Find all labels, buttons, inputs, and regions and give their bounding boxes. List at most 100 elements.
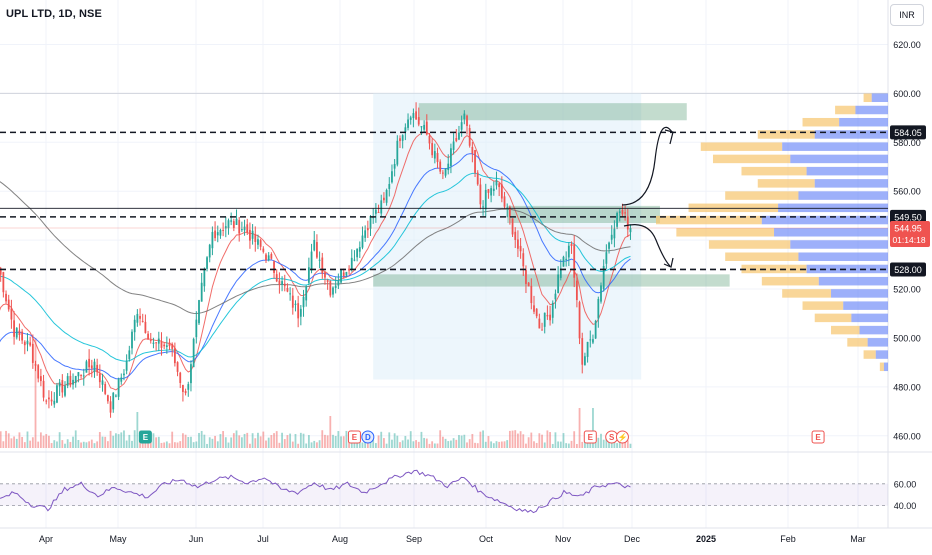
volume-bar [353, 441, 356, 448]
candle-body [198, 300, 200, 324]
candle-body [123, 373, 125, 376]
candle-body [289, 293, 292, 295]
volume-bar [192, 442, 195, 448]
candle-body [452, 141, 455, 150]
price-tick-label-7: 600.00 [893, 89, 921, 99]
candle-body [200, 282, 203, 302]
candle-body [176, 362, 179, 372]
candle-body [441, 172, 444, 174]
volume-bar [551, 443, 554, 448]
volume-bar [624, 437, 627, 448]
candle-body [251, 230, 254, 239]
level-label-1: 549.50 [894, 212, 922, 222]
time-tick-label-4: Aug [332, 534, 348, 544]
candle-body [388, 184, 391, 189]
volume-bar [420, 431, 423, 448]
volume-profile-up-21 [863, 350, 876, 359]
volume-bar [530, 432, 533, 448]
candle-body [423, 124, 426, 130]
candle-body [195, 319, 198, 338]
volume-profile-down-21 [875, 350, 888, 359]
price-tick-label-5: 560.00 [893, 187, 921, 197]
volume-bar [133, 430, 136, 448]
volume-bar [278, 442, 281, 448]
price-tick-label-8: 620.00 [893, 40, 921, 50]
volume-bar [447, 441, 450, 448]
price-tick-label-3: 520.00 [893, 285, 921, 295]
volume-bar [299, 432, 302, 448]
volume-bar [463, 434, 466, 448]
volume-bar [316, 442, 318, 448]
candle-body [487, 189, 490, 193]
volume-bar [345, 430, 348, 448]
volume-bar [163, 442, 166, 448]
volume-profile-down-1 [855, 105, 888, 115]
candle-body [450, 148, 452, 167]
candle-body [165, 345, 168, 348]
volume-bar [179, 441, 182, 448]
volume-bar [369, 442, 372, 448]
volume-bar [302, 433, 305, 448]
volume-bar [5, 430, 7, 448]
candle-body [463, 113, 466, 120]
candle-body [93, 361, 96, 372]
candle-body [45, 400, 48, 402]
candle-body [417, 117, 420, 125]
candle-body [581, 338, 584, 365]
candle-body [366, 228, 369, 231]
candle-body [128, 350, 131, 360]
candle-body [377, 212, 380, 214]
candle-body [112, 392, 115, 410]
candle-body [508, 206, 511, 218]
volume-profile-up-1 [835, 105, 856, 115]
volume-bar [82, 441, 85, 448]
volume-bar [412, 441, 415, 448]
volume-bar [498, 441, 501, 448]
volume-bar [337, 431, 340, 448]
candle-body [133, 319, 136, 333]
volume-bar [559, 441, 562, 448]
candle-body [305, 286, 308, 301]
event-badge-2 [361, 430, 375, 444]
volume-bar [0, 431, 2, 448]
candle-body [535, 308, 538, 317]
candle-body [559, 268, 562, 278]
candle-body [586, 341, 589, 357]
volume-profile-down-9 [778, 203, 888, 213]
candle-body [393, 163, 396, 169]
range-box [373, 93, 642, 380]
rsi-tick-label-0: 40.00 [894, 501, 917, 511]
currency-button[interactable]: INR [890, 4, 924, 26]
volume-bar [431, 441, 434, 448]
volume-bar [490, 441, 493, 448]
price-tick-label-2: 500.00 [893, 333, 921, 343]
candle-body [302, 296, 305, 308]
volume-profile-up-8 [725, 191, 799, 200]
volume-bar [152, 433, 155, 448]
ema-200-line [0, 181, 631, 315]
candle-body [147, 333, 149, 340]
last-price-badge [890, 221, 930, 248]
event-badge-label-1: E [352, 433, 358, 442]
candle-body [490, 188, 493, 196]
time-tick-label-9: 2025 [696, 534, 716, 544]
volume-bar [479, 431, 482, 448]
candle-body [224, 226, 227, 229]
range-box-layer [373, 93, 642, 380]
candle-body [160, 341, 163, 348]
volume-bar [492, 443, 495, 448]
candle-body [584, 356, 586, 365]
candle-body [139, 315, 141, 319]
volume-bar [517, 433, 519, 448]
volume-bar [155, 437, 158, 448]
candle-body [340, 270, 342, 283]
volume-bar [29, 440, 32, 448]
price-tick-label-0: 460.00 [893, 431, 921, 441]
volume-bar [605, 439, 608, 448]
candle-body [530, 285, 533, 304]
volume-bar [109, 430, 112, 448]
volume-bar [460, 435, 463, 448]
volume-profile-up-9 [688, 203, 779, 213]
